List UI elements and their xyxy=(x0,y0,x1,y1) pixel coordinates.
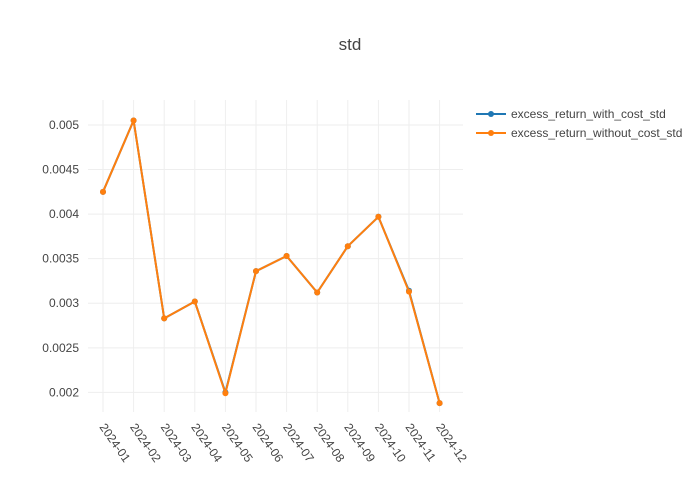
chart-title: std xyxy=(339,35,362,54)
data-point[interactable] xyxy=(406,288,412,295)
legend-item[interactable]: excess_return_with_cost_std xyxy=(476,107,666,121)
y-tick-label: 0.0035 xyxy=(42,252,79,266)
x-axis-ticks: 2024-012024-022024-032024-042024-052024-… xyxy=(97,421,471,465)
series-layer xyxy=(100,117,443,407)
y-gridlines xyxy=(88,124,463,393)
data-point[interactable] xyxy=(344,243,351,250)
y-tick-label: 0.0025 xyxy=(42,341,79,355)
y-tick-label: 0.002 xyxy=(49,385,79,399)
data-point[interactable] xyxy=(100,188,106,195)
data-point[interactable] xyxy=(375,213,382,220)
data-point[interactable] xyxy=(436,400,443,407)
y-axis-ticks: 0.002 0.0025 0.003 0.0035 0.004 0.0045 0.005 xyxy=(42,118,79,399)
series-line xyxy=(102,119,441,404)
x-tick-label: 2024-11 xyxy=(403,421,439,465)
data-point[interactable] xyxy=(253,268,259,275)
series-line xyxy=(102,119,441,404)
series-group xyxy=(100,117,443,407)
x-gridlines xyxy=(102,100,441,412)
series-group xyxy=(100,117,443,407)
legend[interactable]: excess_return_with_cost_std excess_return… xyxy=(476,107,682,140)
legend-marker-icon xyxy=(488,130,494,136)
data-point[interactable] xyxy=(130,117,137,124)
data-point[interactable] xyxy=(283,253,290,259)
data-point[interactable] xyxy=(191,298,198,305)
y-tick-label: 0.004 xyxy=(49,207,79,221)
data-point[interactable] xyxy=(314,289,321,296)
y-tick-label: 0.0045 xyxy=(42,163,79,177)
y-tick-label: 0.005 xyxy=(49,118,79,132)
data-point[interactable] xyxy=(222,390,229,397)
x-tick-label: 2024-12 xyxy=(433,421,470,465)
legend-item[interactable]: excess_return_without_cost_std xyxy=(476,126,682,140)
legend-label: excess_return_without_cost_std xyxy=(511,126,682,140)
y-tick-label: 0.003 xyxy=(49,296,79,310)
legend-label: excess_return_with_cost_std xyxy=(511,107,666,121)
legend-marker-icon xyxy=(488,111,494,117)
data-point[interactable] xyxy=(161,315,168,322)
